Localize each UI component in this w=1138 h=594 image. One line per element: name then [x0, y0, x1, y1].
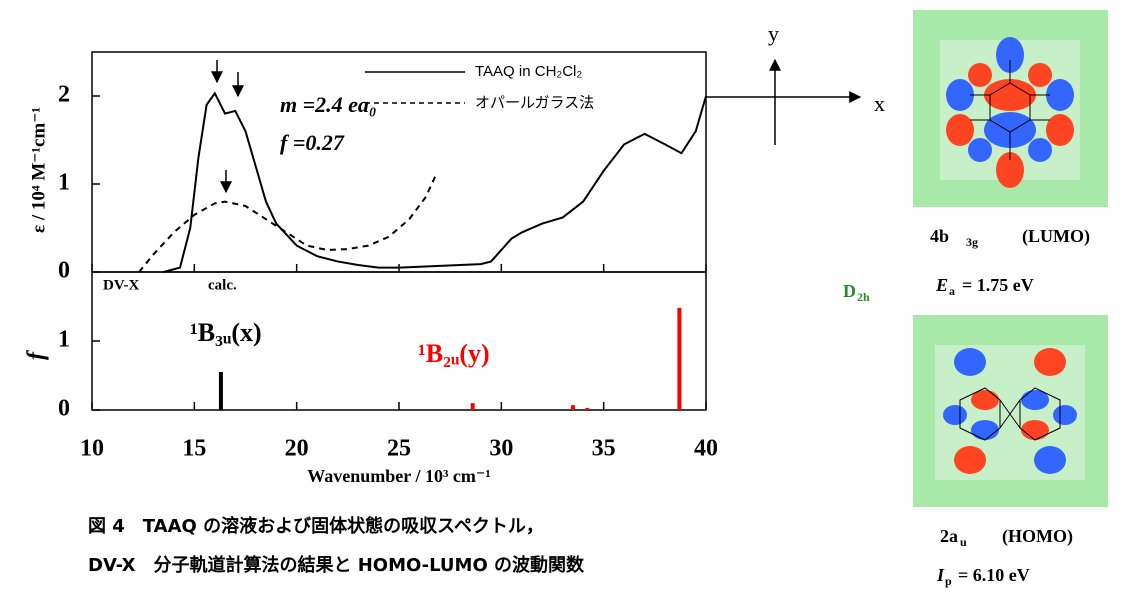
energy-sub: p — [945, 574, 952, 588]
x-tick-label: 30 — [489, 436, 513, 462]
axis-name: y — [768, 21, 779, 46]
axis-name: x — [874, 91, 885, 116]
orbital-symbol-sub: u — [960, 535, 967, 549]
x-tick-label: 35 — [592, 436, 616, 462]
symmetry: D — [843, 281, 856, 301]
homo-image — [913, 315, 1108, 507]
y-axis-label: f — [24, 350, 50, 360]
orbital-name: (LUMO) — [1022, 226, 1090, 247]
orbital-symbol: 4b — [930, 226, 949, 246]
y-tick-label: 1 — [58, 327, 70, 353]
top-frame — [92, 52, 706, 272]
bar — [585, 408, 589, 410]
peak-arrows — [217, 60, 238, 192]
legend-label: TAAQ in CH₂Cl₂ — [475, 63, 582, 80]
symmetry-sub: 2h — [857, 290, 870, 304]
energy-value: = 6.10 eV — [958, 565, 1030, 585]
x-tick-label: 25 — [387, 436, 411, 462]
energy-value: = 1.75 eV — [962, 275, 1034, 295]
lumo-image — [913, 10, 1108, 207]
y-axis-label: ε / 10⁴ M⁻¹cm⁻¹ — [28, 107, 49, 233]
annotation: ¹B₃ᵤ(x) — [190, 318, 262, 347]
bar — [677, 308, 681, 410]
energy-symbol: I — [936, 565, 945, 585]
bottom-frame — [92, 272, 706, 410]
x-tick-label: 10 — [80, 436, 104, 462]
x-tick-label: 20 — [285, 436, 309, 462]
y-tick-label: 1 — [58, 170, 70, 196]
annotation: m =2.4 ea₀ — [280, 92, 377, 117]
page: {"chart_data": [ {"type": "line", "ylabe… — [0, 0, 1138, 594]
energy-sub: a — [949, 284, 955, 298]
legend-label: オパールガラス法 — [475, 94, 594, 112]
x-axis-label: Wavenumber / 10³ cm⁻¹ — [307, 466, 490, 486]
bar — [571, 405, 575, 410]
energy-symbol: E — [935, 275, 948, 295]
x-tick-label: 15 — [182, 436, 206, 462]
bar — [219, 372, 223, 410]
x-tick-label: 40 — [694, 436, 718, 462]
y-tick-label: 2 — [58, 82, 70, 108]
caption: DV-X 分子軌道計算法の結果と HOMO-LUMO の波動関数 — [88, 554, 585, 576]
caption: 図 4 TAAQ の溶液および固体状態の吸収スペクトル， — [88, 515, 544, 537]
orbital-name: (HOMO) — [1002, 526, 1073, 547]
annotation: calc. — [208, 277, 237, 293]
annotation: f =0.27 — [280, 130, 345, 155]
orbital-symbol-sub: 3g — [966, 235, 978, 249]
y-tick-label: 0 — [58, 396, 70, 422]
y-tick-label: 0 — [58, 258, 70, 284]
bar — [471, 403, 475, 410]
annotation: ¹B₂ᵤ(y) — [418, 339, 490, 368]
annotation: DV-X — [103, 277, 140, 293]
series-line — [164, 93, 706, 272]
orbital-symbol: 2a — [940, 526, 958, 546]
figure: TAAQ in CH₂Cl₂ オパールガラス法 m =2.4 ea₀ f =0.… — [0, 0, 1138, 594]
